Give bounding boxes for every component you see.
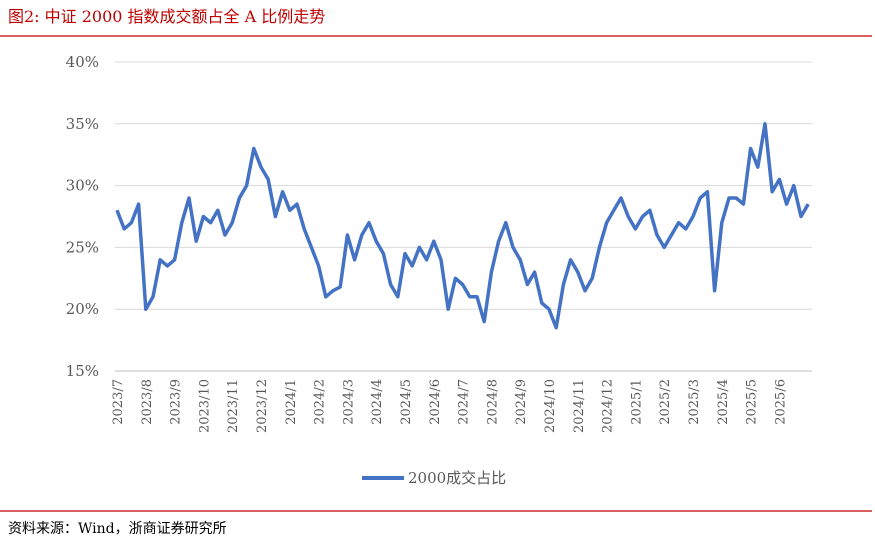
x-tick-label: 2024/10 — [543, 379, 558, 433]
x-tick-label: 2023/12 — [255, 379, 270, 433]
x-tick-label: 2023/11 — [226, 379, 241, 433]
y-tick-label: 35% — [66, 115, 99, 133]
y-tick-label: 40% — [66, 53, 99, 71]
x-tick-label: 2024/8 — [485, 379, 500, 425]
y-tick-label: 15% — [66, 362, 99, 380]
x-tick-label: 2024/7 — [457, 379, 472, 425]
source: 资料来源：Wind，浙商证券研究所 — [8, 521, 227, 537]
x-tick-label: 2024/2 — [313, 379, 328, 425]
x-tick-label: 2024/1 — [284, 379, 299, 425]
x-tick-label: 2025/4 — [716, 379, 731, 425]
y-tick-label: 25% — [66, 238, 99, 256]
x-tick-label: 2024/5 — [399, 379, 414, 425]
line-series — [115, 122, 810, 330]
x-tick-label: 2023/10 — [197, 379, 212, 433]
x-tick-label: 2023/7 — [111, 379, 126, 425]
x-tick-label: 2024/12 — [601, 379, 616, 433]
x-tick-label: 2025/1 — [629, 379, 644, 425]
x-tick-label: 2023/8 — [140, 379, 155, 425]
x-tick-label: 2025/5 — [745, 379, 760, 425]
chart-title: 图2: 中证 2000 指数成交额占全 A 比例走势 — [8, 7, 325, 26]
y-tick-label: 30% — [66, 177, 99, 195]
x-tick-label: 2024/3 — [341, 379, 356, 425]
x-tick-label: 2024/4 — [370, 379, 385, 425]
x-tick-label: 2023/9 — [169, 379, 184, 425]
x-tick-label: 2025/6 — [773, 379, 788, 425]
x-tick-label: 2025/2 — [658, 379, 673, 425]
x-tick-label: 2025/3 — [687, 379, 702, 425]
legend-label: 2000成交占比 — [408, 469, 506, 487]
x-tick-label: 2024/6 — [428, 379, 443, 425]
y-tick-label: 20% — [66, 300, 99, 318]
x-tick-label: 2024/11 — [572, 379, 587, 433]
x-tick-label: 2024/9 — [514, 379, 529, 425]
